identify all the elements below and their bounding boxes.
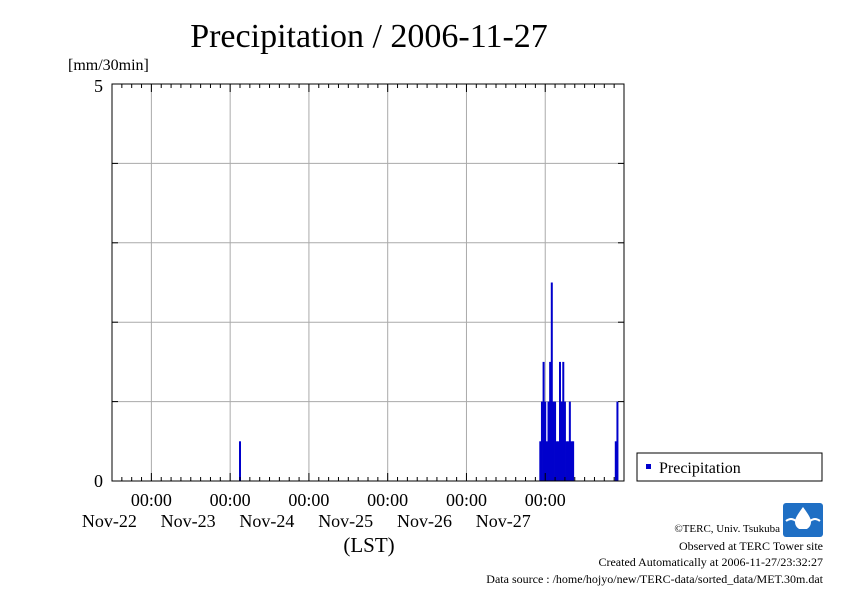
precipitation-bar [555, 441, 558, 481]
wave-right-icon [809, 518, 821, 522]
legend: Precipitation [636, 452, 823, 482]
x-tick-hour-label: 00:00 [131, 490, 172, 510]
x-tick-hour-label: 00:00 [367, 490, 408, 510]
legend-box [636, 452, 823, 482]
precipitation-bar [544, 401, 547, 481]
wave-left-icon [785, 518, 797, 522]
x-tick-hour-label: 00:00 [446, 490, 487, 510]
precipitation-bars [239, 282, 619, 481]
legend-label: Precipitation [659, 460, 741, 477]
plot-frame [111, 83, 625, 482]
precipitation-bar [557, 441, 560, 481]
x-tick-date-label: Nov-24 [239, 511, 294, 531]
footer-copyright: ©TERC, Univ. Tsukuba [674, 523, 780, 535]
footer-created: Created Automatically at 2006-11-27/23:3… [598, 555, 823, 569]
x-tick-date-label: Nov-23 [161, 511, 216, 531]
precipitation-bar [565, 441, 568, 481]
precipitation-bar [550, 282, 553, 481]
x-tick-hour-label: 00:00 [210, 490, 251, 510]
legend-swatch [646, 464, 651, 469]
x-axis-label: (LST) [343, 533, 394, 557]
y-tick-label-0: 0 [94, 471, 103, 491]
x-tick-date-label: Nov-22 [82, 511, 137, 531]
precipitation-bar [568, 401, 571, 481]
axis-ticks [111, 83, 625, 482]
precipitation-bar [567, 441, 570, 481]
precipitation-bar [549, 361, 552, 481]
precipitation-bar [552, 401, 555, 481]
precipitation-bar [563, 401, 566, 481]
precipitation-bar [560, 401, 563, 481]
footer-source: Data source : /home/hojyo/new/TERC-data/… [486, 572, 823, 586]
x-tick-hour-label: 00:00 [288, 490, 329, 510]
precipitation-bar [545, 441, 548, 481]
precipitation-bar [570, 441, 573, 481]
x-tick-date-label: Nov-27 [476, 511, 531, 531]
water-drop-icon [795, 507, 811, 530]
precipitation-bar [239, 441, 241, 481]
precipitation-bar [562, 361, 565, 481]
precipitation-bar [614, 441, 617, 481]
y-axis-label: [mm/30min] [68, 57, 149, 74]
precipitation-bar [554, 401, 557, 481]
precipitation-bar [542, 361, 545, 481]
x-tick-hour-label: 00:00 [525, 490, 566, 510]
precipitation-bar [547, 401, 550, 481]
precipitation-bar [539, 441, 542, 481]
precipitation-bar [540, 401, 543, 481]
precipitation-bar [572, 441, 575, 481]
x-tick-labels: 00:00Nov-2200:00Nov-2300:00Nov-2400:00No… [82, 490, 566, 531]
precipitation-bar [616, 401, 619, 481]
x-tick-date-label: Nov-25 [318, 511, 373, 531]
footer-observed: Observed at TERC Tower site [679, 539, 823, 553]
x-tick-date-label: Nov-26 [397, 511, 452, 531]
precipitation-bar [559, 361, 561, 481]
grid-lines [112, 84, 624, 481]
chart-title: Precipitation / 2006-11-27 [190, 18, 548, 55]
terc-logo [783, 503, 823, 537]
y-tick-label-5: 5 [94, 76, 103, 96]
